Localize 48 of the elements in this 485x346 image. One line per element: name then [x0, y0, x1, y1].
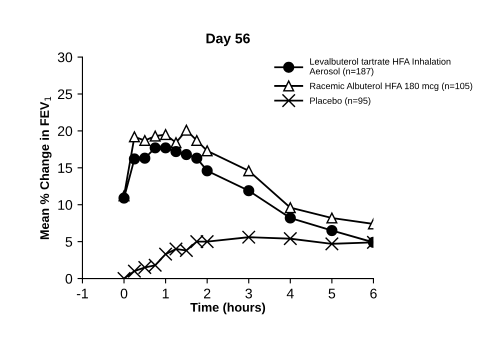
- y-tick-label: 25: [58, 89, 72, 100]
- point: [284, 212, 296, 224]
- point: [128, 153, 140, 165]
- y-axis-title: Mean % Change in FEV$_{1}$: [40, 96, 52, 240]
- y-tick-label: 20: [58, 126, 72, 136]
- point: [160, 129, 172, 140]
- point: [139, 152, 150, 164]
- x-tick-label: 2: [204, 288, 210, 298]
- point: [191, 152, 202, 164]
- point: [158, 247, 173, 262]
- legend-label: Placebo (n=95): [310, 97, 370, 106]
- x-tick-label: 6: [370, 288, 377, 298]
- legend-label: Racemic Albuterol HFA 180 mcg (n=105): [310, 82, 472, 91]
- point: [128, 131, 140, 142]
- x-tick-label: -1: [76, 288, 88, 298]
- y-tick-label: 15: [58, 163, 72, 173]
- point: [243, 185, 254, 196]
- point: [324, 236, 339, 251]
- point: [150, 142, 161, 154]
- x-tick-label: 1: [162, 288, 169, 298]
- point: [284, 202, 296, 214]
- x-tick-label: 5: [328, 288, 336, 298]
- y-tick-label: 0: [66, 274, 72, 284]
- y-tick-label: 30: [58, 52, 72, 62]
- x-tick-label: 3: [245, 288, 252, 298]
- point: [326, 212, 338, 224]
- point: [202, 165, 213, 176]
- x-tick-label: 0: [120, 288, 128, 298]
- legend-label: Levalbuterol tartrate HFA Inhalation Aerosol (n=187): [309, 58, 450, 76]
- point: [139, 134, 150, 146]
- y-tick-label: 10: [58, 200, 72, 210]
- point: [191, 134, 202, 146]
- point: [160, 142, 172, 154]
- point: [150, 130, 161, 142]
- point: [180, 148, 192, 160]
- point: [326, 224, 338, 236]
- y-tick-label: 5: [66, 237, 72, 247]
- chart-title: Day 56: [206, 34, 250, 46]
- point: [180, 124, 192, 136]
- point: [118, 192, 130, 204]
- point: [170, 146, 182, 158]
- x-axis-title: Time (hours): [190, 302, 266, 314]
- point: [202, 145, 213, 156]
- point: [283, 232, 298, 246]
- point: [242, 230, 256, 244]
- x-tick-label: 4: [286, 288, 294, 298]
- point: [127, 264, 142, 278]
- point: [243, 165, 254, 176]
